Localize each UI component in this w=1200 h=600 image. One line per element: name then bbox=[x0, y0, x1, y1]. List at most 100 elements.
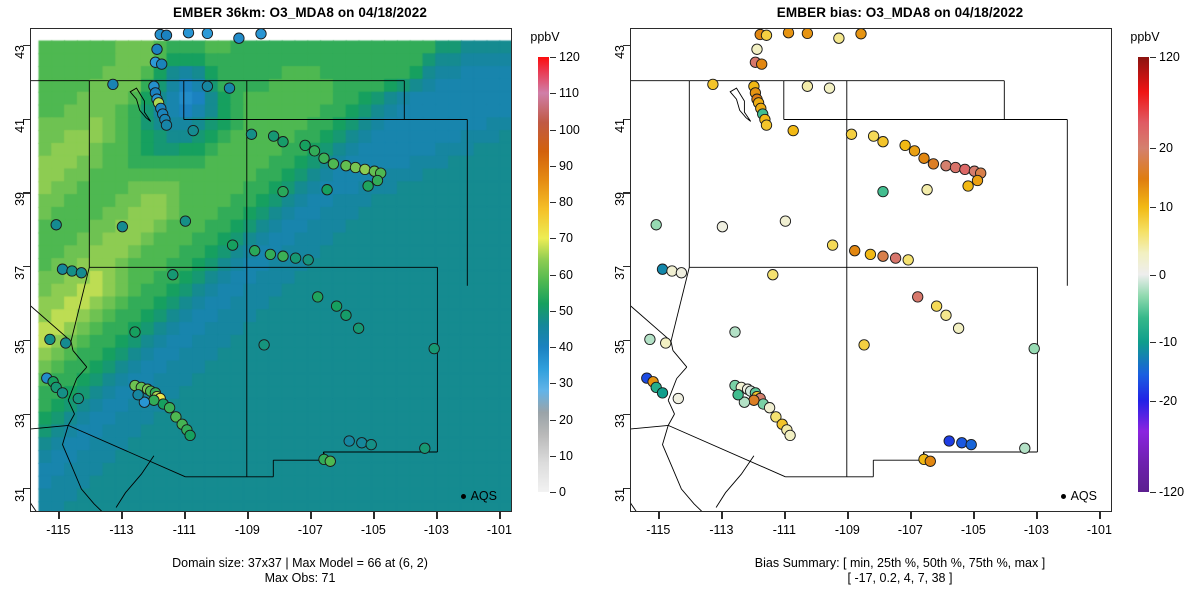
aqs-station-marker[interactable] bbox=[877, 136, 889, 148]
aqs-station-marker[interactable] bbox=[770, 411, 782, 423]
aqs-station-marker[interactable] bbox=[138, 396, 151, 408]
aqs-station-marker[interactable] bbox=[107, 78, 119, 91]
aqs-station-marker[interactable] bbox=[738, 396, 751, 408]
aqs-station-marker[interactable] bbox=[258, 339, 270, 351]
aqs-station-marker[interactable] bbox=[756, 58, 768, 70]
aqs-station-marker[interactable] bbox=[823, 82, 836, 94]
aqs-station-marker[interactable] bbox=[201, 29, 214, 40]
aqs-station-marker[interactable] bbox=[889, 252, 902, 264]
aqs-station-marker[interactable] bbox=[129, 326, 141, 338]
aqs-station-marker[interactable] bbox=[277, 136, 289, 148]
aqs-station-marker[interactable] bbox=[801, 29, 814, 40]
aqs-station-marker[interactable] bbox=[656, 387, 669, 399]
aqs-station-marker[interactable] bbox=[732, 389, 744, 401]
aqs-station-marker[interactable] bbox=[763, 402, 776, 414]
aqs-station-marker[interactable] bbox=[160, 29, 173, 41]
aqs-station-marker[interactable] bbox=[767, 269, 779, 281]
aqs-station-marker[interactable] bbox=[849, 245, 861, 257]
aqs-station-marker[interactable] bbox=[918, 152, 930, 164]
aqs-station-marker[interactable] bbox=[855, 29, 867, 40]
aqs-station-marker[interactable] bbox=[352, 322, 365, 334]
aqs-station-marker[interactable] bbox=[971, 174, 984, 187]
aqs-station-marker[interactable] bbox=[318, 152, 330, 164]
aqs-station-marker[interactable] bbox=[1019, 442, 1031, 454]
aqs-station-marker[interactable] bbox=[201, 80, 214, 92]
aqs-station-marker[interactable] bbox=[867, 130, 880, 142]
aqs-station-marker[interactable] bbox=[779, 215, 792, 227]
aqs-station-marker[interactable] bbox=[927, 158, 940, 170]
aqs-station-marker[interactable] bbox=[748, 394, 760, 406]
aqs-station-marker[interactable] bbox=[675, 267, 688, 279]
aqs-station-marker[interactable] bbox=[845, 128, 858, 140]
aqs-station-marker[interactable] bbox=[365, 438, 377, 451]
aqs-station-marker[interactable] bbox=[959, 163, 971, 176]
aqs-station-marker[interactable] bbox=[940, 309, 952, 321]
aqs-station-marker[interactable] bbox=[428, 342, 440, 355]
aqs-station-marker[interactable] bbox=[56, 263, 69, 275]
aqs-station-marker[interactable] bbox=[167, 269, 179, 281]
aqs-station-marker[interactable] bbox=[930, 300, 943, 312]
aqs-station-marker[interactable] bbox=[787, 124, 799, 137]
aqs-station-marker[interactable] bbox=[160, 119, 173, 131]
aqs-station-marker[interactable] bbox=[299, 139, 311, 152]
map-plot-model[interactable]: AQS bbox=[30, 28, 512, 512]
aqs-station-marker[interactable] bbox=[729, 326, 741, 338]
aqs-station-marker[interactable] bbox=[801, 80, 814, 92]
aqs-station-marker[interactable] bbox=[943, 435, 955, 447]
aqs-station-marker[interactable] bbox=[949, 161, 962, 174]
aqs-station-marker[interactable] bbox=[302, 254, 314, 266]
aqs-station-marker[interactable] bbox=[187, 124, 199, 137]
aqs-station-marker[interactable] bbox=[826, 239, 839, 251]
aqs-station-marker[interactable] bbox=[784, 429, 796, 442]
aqs-station-marker[interactable] bbox=[965, 438, 977, 451]
aqs-station-marker[interactable] bbox=[233, 32, 245, 44]
aqs-station-marker[interactable] bbox=[833, 32, 845, 44]
aqs-station-marker[interactable] bbox=[116, 221, 129, 233]
aqs-station-marker[interactable] bbox=[267, 130, 280, 142]
aqs-station-marker[interactable] bbox=[899, 139, 911, 152]
aqs-station-marker[interactable] bbox=[184, 429, 196, 442]
aqs-station-marker[interactable] bbox=[760, 119, 773, 131]
aqs-station-marker[interactable] bbox=[156, 58, 168, 70]
aqs-station-marker[interactable] bbox=[151, 43, 163, 55]
aqs-station-marker[interactable] bbox=[650, 219, 662, 231]
aqs-station-marker[interactable] bbox=[148, 394, 160, 406]
aqs-station-marker[interactable] bbox=[182, 29, 195, 39]
aqs-station-marker[interactable] bbox=[359, 163, 371, 176]
aqs-station-marker[interactable] bbox=[666, 265, 678, 277]
aqs-station-marker[interactable] bbox=[924, 455, 936, 467]
aqs-station-marker[interactable] bbox=[877, 185, 889, 198]
aqs-station-marker[interactable] bbox=[255, 29, 267, 40]
aqs-station-marker[interactable] bbox=[912, 291, 924, 303]
aqs-station-marker[interactable] bbox=[277, 185, 289, 198]
aqs-station-marker[interactable] bbox=[940, 160, 952, 172]
aqs-station-marker[interactable] bbox=[858, 339, 870, 351]
aqs-station-marker[interactable] bbox=[760, 29, 773, 41]
aqs-station-marker[interactable] bbox=[656, 263, 669, 275]
aqs-station-marker[interactable] bbox=[75, 267, 88, 279]
aqs-station-marker[interactable] bbox=[264, 248, 277, 261]
aqs-station-marker[interactable] bbox=[716, 221, 729, 233]
aqs-station-marker[interactable] bbox=[956, 437, 968, 449]
aqs-station-marker[interactable] bbox=[289, 252, 302, 264]
aqs-station-marker[interactable] bbox=[921, 184, 933, 196]
aqs-station-marker[interactable] bbox=[179, 215, 192, 227]
aqs-station-marker[interactable] bbox=[72, 392, 84, 405]
aqs-station-marker[interactable] bbox=[660, 337, 672, 349]
aqs-station-marker[interactable] bbox=[324, 455, 336, 467]
aqs-station-marker[interactable] bbox=[751, 43, 763, 55]
aqs-station-marker[interactable] bbox=[223, 82, 236, 94]
aqs-station-marker[interactable] bbox=[277, 250, 289, 262]
aqs-station-marker[interactable] bbox=[249, 245, 261, 257]
aqs-station-marker[interactable] bbox=[50, 219, 62, 231]
aqs-station-marker[interactable] bbox=[362, 180, 374, 192]
aqs-station-marker[interactable] bbox=[132, 389, 144, 401]
aqs-station-marker[interactable] bbox=[327, 158, 340, 170]
aqs-station-marker[interactable] bbox=[902, 254, 914, 266]
aqs-station-marker[interactable] bbox=[343, 435, 355, 447]
aqs-station-marker[interactable] bbox=[419, 442, 431, 454]
aqs-station-marker[interactable] bbox=[60, 337, 72, 349]
aqs-station-marker[interactable] bbox=[672, 392, 684, 405]
aqs-station-marker[interactable] bbox=[1028, 342, 1040, 355]
aqs-station-marker[interactable] bbox=[908, 145, 921, 157]
